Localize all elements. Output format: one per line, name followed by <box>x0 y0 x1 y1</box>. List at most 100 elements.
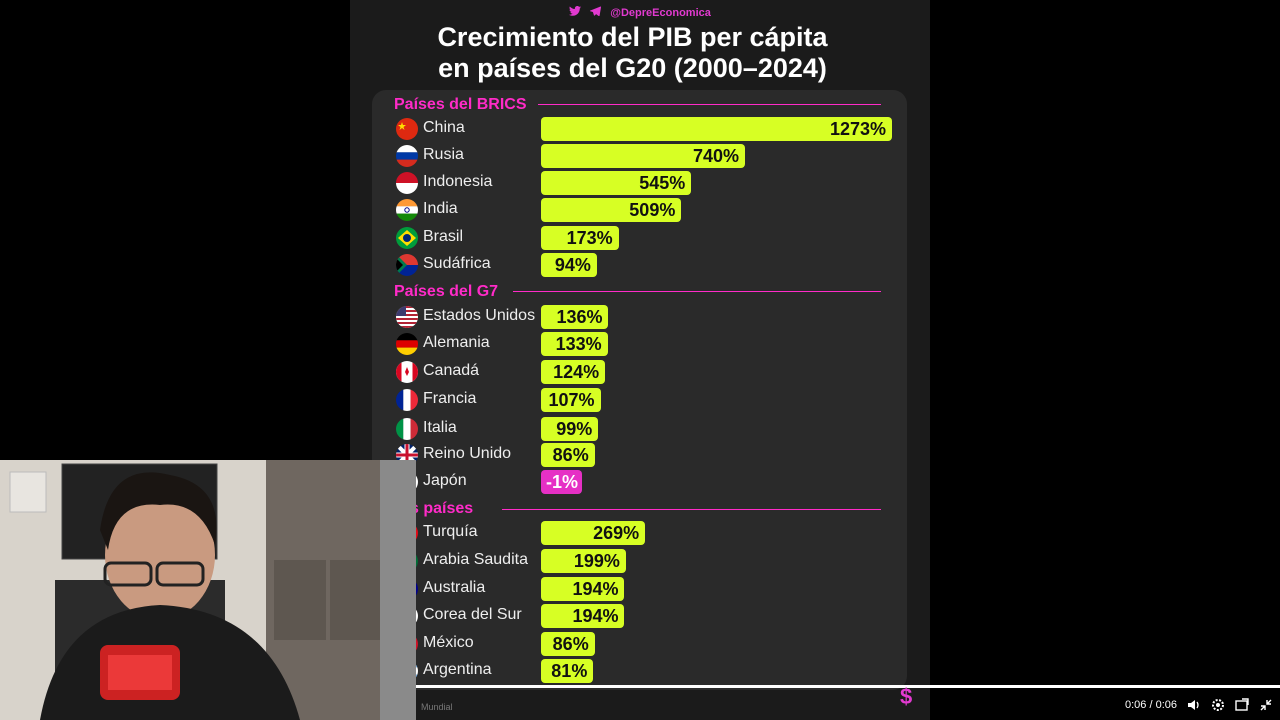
bar-row: Reino Unido 86% <box>394 443 914 467</box>
bar-row: Corea del Sur 194% <box>394 604 914 628</box>
bar-value-label: 199% <box>573 551 620 571</box>
bar-mark: 86% <box>541 443 595 467</box>
bar-mark: 124% <box>541 360 606 384</box>
bar-value-label: 173% <box>566 228 613 248</box>
flag-icon <box>396 199 418 221</box>
section-g7: Países del G7 <box>394 283 499 300</box>
bar-mark: 199% <box>541 549 626 573</box>
country-label: Indonesia <box>423 173 493 190</box>
bar-mark: 509% <box>541 198 682 222</box>
bar-value-label: 86% <box>552 634 589 654</box>
bar-row: Francia 107% <box>394 388 914 412</box>
bar-row: Japón -1% <box>394 470 914 494</box>
time-display: 0:06 / 0:06 <box>1125 699 1177 711</box>
bar-row: Estados Unidos 136% <box>394 305 914 329</box>
bar-mark: -1% <box>541 470 582 494</box>
bar-value-label: 86% <box>552 445 589 465</box>
title-line-2: en países del G20 (2000–2024) <box>438 53 827 83</box>
bar-value-label: 269% <box>593 523 640 543</box>
bar-mark: 740% <box>541 144 746 168</box>
country-label: Brasil <box>423 228 464 245</box>
bar-value-label: 81% <box>551 661 588 681</box>
chart-title: Crecimiento del PIB per cápita en países… <box>350 22 915 84</box>
section-others-divider <box>502 509 881 510</box>
bar-value-label: 136% <box>556 307 603 327</box>
bar-row: Canadá 124% <box>394 360 914 384</box>
bar-mark: 136% <box>541 305 609 329</box>
flag-icon <box>396 361 418 383</box>
bar-mark: 86% <box>541 632 595 656</box>
bar-row: Arabia Saudita 199% <box>394 549 914 573</box>
bar-row: Indonesia 545% <box>394 171 914 195</box>
country-label: China <box>423 119 465 136</box>
bar-mark: 107% <box>541 388 601 412</box>
bar-row: Rusia 740% <box>394 144 914 168</box>
volume-icon[interactable] <box>1186 697 1202 716</box>
bar-value-label: 1273% <box>829 119 886 139</box>
flag-icon <box>396 333 418 355</box>
bar-value-label: 99% <box>556 419 593 439</box>
flag-icon <box>396 306 418 328</box>
bar-value-label: 509% <box>629 200 676 220</box>
flag-icon <box>396 172 418 194</box>
bar-mark: 133% <box>541 332 608 356</box>
country-label: Canadá <box>423 362 480 379</box>
flag-icon <box>396 227 418 249</box>
settings-gear-icon[interactable] <box>1210 697 1226 716</box>
flag-icon <box>396 389 418 411</box>
section-brics: Países del BRICS <box>394 96 527 113</box>
bar-mark: 94% <box>541 253 597 277</box>
handle-text: @DepreEconomica <box>610 7 711 19</box>
country-label: Argentina <box>423 661 492 678</box>
watermark-logo: $ <box>900 684 913 709</box>
country-label: Japón <box>423 472 467 489</box>
bar-mark: 173% <box>541 226 619 250</box>
bar-mark: 99% <box>541 417 599 441</box>
flag-icon <box>396 254 418 276</box>
bar-row: China 1273% <box>394 117 914 141</box>
country-label: México <box>423 634 474 651</box>
social-handle: @DepreEconomica <box>0 6 1280 19</box>
bar-row: Alemania 133% <box>394 332 914 356</box>
webcam-video-frame <box>0 460 416 720</box>
country-label: Alemania <box>423 334 490 351</box>
country-label: Sudáfrica <box>423 255 491 272</box>
miniplayer-icon[interactable] <box>1234 697 1250 716</box>
country-label: Corea del Sur <box>423 606 522 623</box>
bar-mark: 194% <box>541 577 625 601</box>
bar-value-label: 740% <box>692 146 740 166</box>
title-line-1: Crecimiento del PIB per cápita <box>437 22 828 52</box>
bar-row: India 509% <box>394 198 914 222</box>
bar-value-label: 194% <box>572 579 619 599</box>
bar-mark: 269% <box>541 521 646 545</box>
bar-mark: 194% <box>541 604 625 628</box>
country-label: Australia <box>423 579 486 596</box>
flag-icon <box>396 418 418 440</box>
bar-value-label: 194% <box>572 606 619 626</box>
flag-icon <box>396 118 418 140</box>
flag-icon <box>396 145 418 167</box>
bar-value-label: 107% <box>548 390 595 410</box>
source-credit: Mundial <box>421 702 453 712</box>
bar-row: Italia 99% <box>394 417 914 441</box>
video-progress-bar[interactable] <box>416 685 1280 688</box>
country-label: Turquía <box>423 523 478 540</box>
bar-value-label: 545% <box>639 173 686 193</box>
bar-mark: 81% <box>541 659 594 683</box>
video-progress-fill <box>416 685 1280 688</box>
exit-fullscreen-icon[interactable] <box>1258 697 1274 716</box>
bar-row: México 86% <box>394 632 914 656</box>
country-label: India <box>423 200 458 217</box>
twitter-icon <box>569 6 582 19</box>
country-label: Arabia Saudita <box>423 551 528 568</box>
bar-row: Argentina 81% <box>394 659 914 683</box>
bar-row: Australia 194% <box>394 577 914 601</box>
section-brics-divider <box>538 104 881 105</box>
bar-mark: 1273% <box>541 117 892 141</box>
country-label: Francia <box>423 390 477 407</box>
country-label: Italia <box>423 419 457 436</box>
bar-value-label: -1% <box>545 472 578 492</box>
bar-row: Brasil 173% <box>394 226 914 250</box>
section-g7-divider <box>513 291 881 292</box>
bar-mark: 545% <box>541 171 692 195</box>
